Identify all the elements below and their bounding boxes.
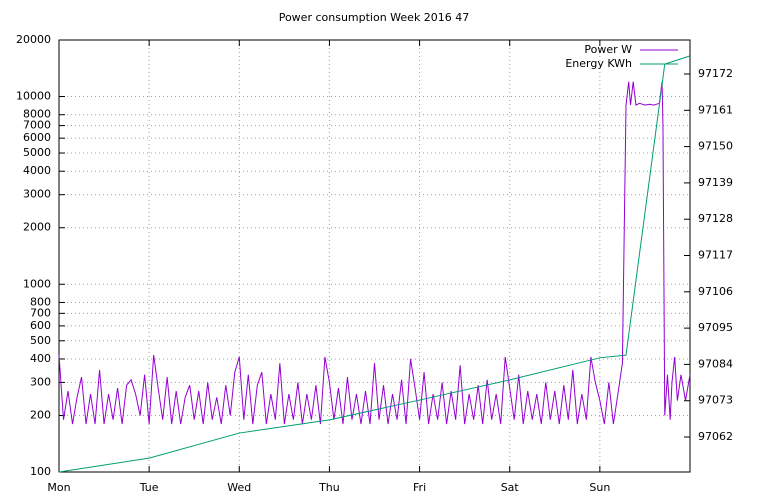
chart-title: Power consumption Week 2016 47 bbox=[279, 11, 470, 24]
y-tick-label: 100 bbox=[30, 465, 51, 478]
y-tick-label: 2000 bbox=[23, 221, 51, 234]
line-series bbox=[58, 55, 691, 473]
y2-tick-label: 97139 bbox=[698, 176, 733, 189]
y2-tick-label: 97172 bbox=[698, 67, 733, 80]
y-tick-label: 600 bbox=[30, 319, 51, 332]
x-tick-label: Sat bbox=[501, 481, 520, 494]
x-tick-label: Wed bbox=[227, 481, 251, 494]
x-tick-label: Mon bbox=[47, 481, 70, 494]
y2-tick-label: 97095 bbox=[698, 321, 733, 334]
x-tick-label: Sun bbox=[589, 481, 610, 494]
y-tick-label: 400 bbox=[30, 352, 51, 365]
y-tick-label: 7000 bbox=[23, 119, 51, 132]
y-tick-label: 3000 bbox=[23, 188, 51, 201]
legend-label: Power W bbox=[584, 43, 632, 56]
plot-frame bbox=[58, 39, 691, 473]
y-tick-label: 8000 bbox=[23, 108, 51, 121]
y-tick-label: 10000 bbox=[16, 90, 51, 103]
y-tick-label: 300 bbox=[30, 375, 51, 388]
x-tick-label: Thu bbox=[318, 481, 340, 494]
y2-tick-label: 97062 bbox=[698, 430, 733, 443]
y-tick-label: 1000 bbox=[23, 277, 51, 290]
y-tick-label: 800 bbox=[30, 295, 51, 308]
line-series bbox=[58, 81, 691, 425]
y2-tick-label: 97073 bbox=[698, 394, 733, 407]
y-tick-label: 4000 bbox=[23, 164, 51, 177]
y-tick-label: 6000 bbox=[23, 131, 51, 144]
y2-tick-label: 97161 bbox=[698, 103, 733, 116]
y2-tick-label: 97150 bbox=[698, 140, 733, 153]
x-tick-label: Tue bbox=[139, 481, 159, 494]
x-tick-label: Fri bbox=[413, 481, 426, 494]
y2-tick-label: 97084 bbox=[698, 357, 733, 370]
y2-tick-label: 97128 bbox=[698, 212, 733, 225]
y-tick-label: 5000 bbox=[23, 146, 51, 159]
y2-tick-label: 97117 bbox=[698, 249, 733, 262]
y-tick-label: 20000 bbox=[16, 33, 51, 46]
y-tick-label: 200 bbox=[30, 408, 51, 421]
y2-tick-label: 97106 bbox=[698, 285, 733, 298]
y-tick-label: 700 bbox=[30, 306, 51, 319]
y-tick-label: 500 bbox=[30, 334, 51, 347]
legend-label: Energy KWh bbox=[565, 57, 632, 70]
